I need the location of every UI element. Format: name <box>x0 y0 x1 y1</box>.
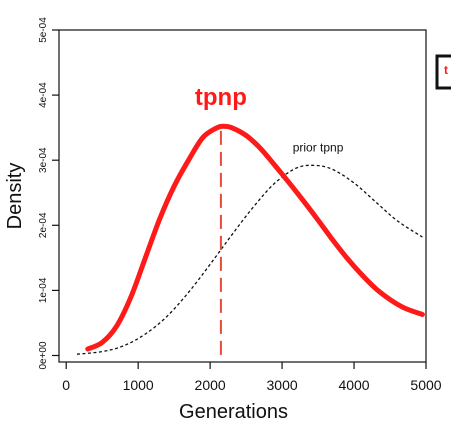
y-tick-label: 2e-04 <box>38 212 49 238</box>
tpnp-posterior-line <box>85 123 425 352</box>
prior-tpnp-label: prior tpnp <box>293 141 344 155</box>
y-tick-label: 1e-04 <box>38 277 49 303</box>
x-tick-label: 2000 <box>195 377 226 393</box>
y-tick-label: 5e-04 <box>38 17 49 43</box>
legend-fragment-text: t <box>444 63 448 77</box>
annotations-layer: tpnp prior tpnp <box>195 84 344 155</box>
legend-box <box>435 54 451 90</box>
legend-fragment: t <box>435 54 451 90</box>
x-tick-label: 3000 <box>267 377 298 393</box>
x-tick-label: 0 <box>62 377 70 393</box>
series-layer <box>76 123 425 362</box>
axes: 0 1000 2000 3000 4000 5000 0e+00 1e-04 2e-04 3e-0… <box>4 17 442 423</box>
y-tick-label: 0e+00 <box>38 341 49 370</box>
y-axis-label: Density <box>4 163 26 230</box>
plot-frame <box>58 29 427 363</box>
x-tick-label: 5000 <box>410 377 441 393</box>
y-tick-label: 3e-04 <box>38 147 49 173</box>
x-tick-label: 4000 <box>338 377 369 393</box>
tpnp-label: tpnp <box>195 84 247 111</box>
y-tick-label: 4e-04 <box>38 82 49 108</box>
prior-tpnp-line <box>76 164 423 355</box>
x-axis-label: Generations <box>179 401 288 423</box>
x-tick-label: 1000 <box>123 377 154 393</box>
